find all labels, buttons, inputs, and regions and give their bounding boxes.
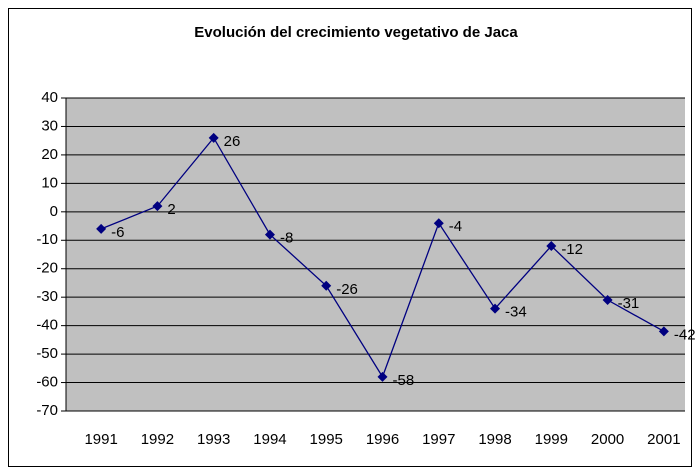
x-tick-label: 1998: [478, 431, 511, 448]
x-tick-label: 1997: [422, 431, 455, 448]
data-label: -8: [280, 230, 293, 247]
data-label: 2: [167, 201, 175, 218]
x-tick-label: 1991: [84, 431, 117, 448]
data-label: -31: [618, 295, 640, 312]
x-tick-label: 1994: [253, 431, 286, 448]
x-tick-label: 1995: [310, 431, 343, 448]
data-label: -26: [336, 281, 358, 298]
data-label: 26: [224, 133, 241, 150]
data-point: [490, 303, 501, 314]
y-tick-label: 40: [41, 89, 58, 106]
y-tick-label: 30: [41, 117, 58, 134]
data-point: [96, 223, 107, 234]
y-tick-label: 10: [41, 174, 58, 191]
y-tick-label: -50: [36, 345, 58, 362]
y-tick-label: 20: [41, 146, 58, 163]
data-point: [658, 326, 669, 337]
data-point: [433, 218, 444, 229]
x-tick-label: 2000: [591, 431, 624, 448]
y-tick-label: -60: [36, 374, 58, 391]
y-tick-label: -30: [36, 288, 58, 305]
data-point: [377, 371, 388, 382]
data-label: -6: [111, 224, 124, 241]
data-point: [602, 295, 613, 306]
y-tick-label: -10: [36, 231, 58, 248]
chart-title: Evolución del crecimiento vegetativo de …: [194, 24, 518, 41]
plot-area: [66, 98, 685, 411]
y-tick-label: -40: [36, 317, 58, 334]
x-tick-label: 1999: [535, 431, 568, 448]
x-tick-label: 1996: [366, 431, 399, 448]
data-label: -34: [505, 304, 527, 321]
data-point: [546, 240, 557, 251]
x-tick-label: 1993: [197, 431, 230, 448]
y-tick-label: -70: [36, 402, 58, 419]
y-tick-label: 0: [50, 203, 58, 220]
data-point: [321, 280, 332, 291]
data-label: -12: [561, 241, 583, 258]
y-tick-label: -20: [36, 260, 58, 277]
data-point: [264, 229, 275, 240]
x-tick-label: 1992: [141, 431, 174, 448]
x-tick-label: 2001: [647, 431, 680, 448]
data-label: -4: [449, 218, 462, 235]
data-point: [208, 132, 219, 143]
data-label: -58: [393, 372, 415, 389]
data-label: -42: [674, 326, 696, 343]
data-point: [152, 201, 163, 212]
